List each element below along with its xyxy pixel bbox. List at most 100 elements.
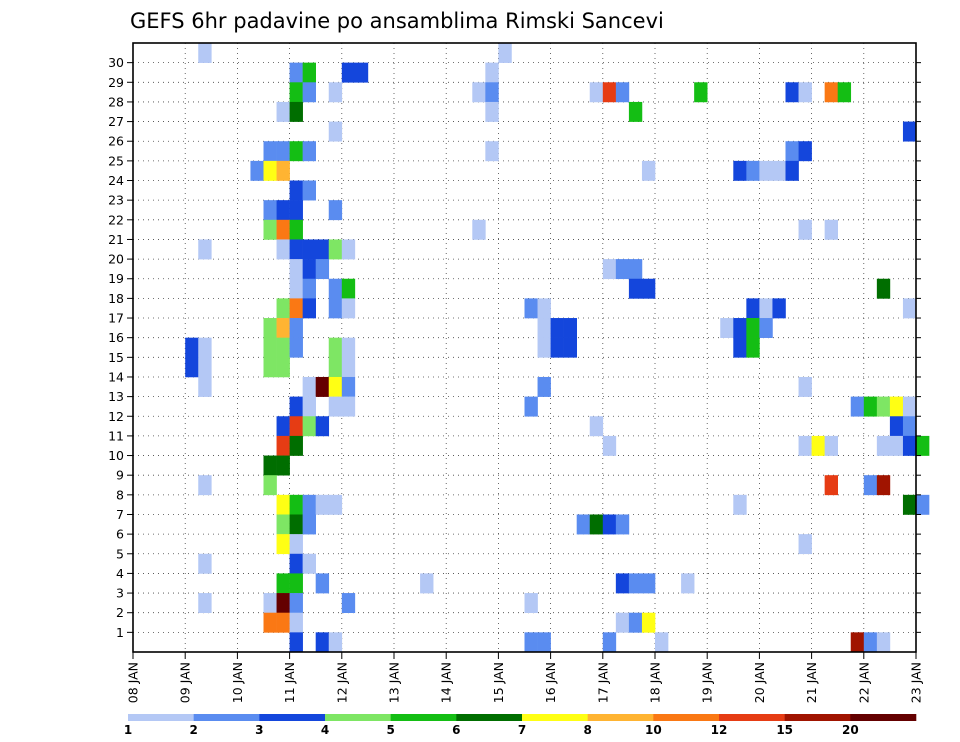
precip-cell bbox=[863, 475, 878, 496]
precip-cell bbox=[341, 62, 356, 83]
precip-cell bbox=[733, 494, 747, 515]
precip-cell bbox=[811, 435, 825, 456]
precip-cell bbox=[302, 553, 316, 574]
x-tick-label: 15 JAN bbox=[491, 662, 506, 703]
precip-cell bbox=[341, 357, 356, 378]
precip-cell bbox=[328, 200, 343, 221]
precip-cell bbox=[720, 318, 734, 338]
x-tick-label: 21 JAN bbox=[804, 662, 819, 703]
x-tick-label: 11 JAN bbox=[282, 662, 297, 703]
x-axis: 08 JAN 09 JAN 10 JAN 11 JAN 12 JAN 13 JAN 14 J… bbox=[126, 652, 924, 703]
precip-cell bbox=[328, 278, 343, 299]
precip-cell bbox=[655, 632, 669, 653]
y-tick-label: 16 bbox=[108, 330, 124, 345]
colorbar-label: 1 bbox=[124, 723, 132, 737]
precip-cell bbox=[837, 82, 852, 103]
precip-cell bbox=[641, 573, 656, 594]
precip-cell bbox=[550, 337, 564, 358]
precip-cell bbox=[889, 396, 904, 417]
precip-cell bbox=[485, 62, 499, 83]
y-tick-label: 24 bbox=[108, 173, 124, 188]
precip-cell bbox=[537, 298, 551, 319]
x-tick-label: 10 JAN bbox=[230, 662, 245, 703]
precip-cell bbox=[681, 573, 695, 594]
precip-cell bbox=[263, 612, 277, 633]
precip-cell bbox=[746, 318, 760, 338]
precip-cell bbox=[485, 141, 499, 162]
precip-cell bbox=[889, 416, 904, 437]
precip-cell bbox=[876, 435, 891, 456]
y-tick-label: 18 bbox=[108, 291, 124, 306]
x-tick-label: 19 JAN bbox=[700, 662, 715, 703]
precip-cell bbox=[537, 376, 551, 397]
precip-cell bbox=[589, 416, 604, 437]
precip-cell bbox=[263, 593, 277, 614]
y-tick-label: 20 bbox=[108, 252, 124, 267]
precip-cell bbox=[302, 376, 316, 397]
precip-cell bbox=[733, 160, 747, 181]
colorbar: 1 2 3 4 5 6 7 8 10 12 15 20 bbox=[124, 714, 917, 737]
colorbar-segment bbox=[325, 714, 391, 721]
precip-cell bbox=[289, 82, 303, 103]
precip-cell bbox=[289, 612, 303, 633]
precip-cell bbox=[263, 160, 277, 181]
precip-cell bbox=[289, 219, 303, 240]
y-tick-label: 7 bbox=[116, 507, 124, 522]
precip-cell bbox=[876, 278, 891, 299]
precip-cell bbox=[276, 514, 290, 535]
precip-cell bbox=[746, 160, 760, 181]
precip-cell bbox=[289, 318, 303, 338]
precip-cell bbox=[315, 632, 330, 653]
precip-cell bbox=[289, 396, 303, 417]
precip-cell bbox=[289, 534, 303, 555]
precip-cell bbox=[302, 180, 316, 201]
precip-cell bbox=[824, 82, 838, 103]
precip-cell bbox=[289, 200, 303, 221]
colorbar-segment bbox=[850, 714, 917, 721]
precip-cell bbox=[263, 337, 277, 358]
y-axis: 1234567891011121314151617181920212223242… bbox=[108, 55, 921, 640]
precip-cell bbox=[824, 219, 838, 240]
precip-cell bbox=[302, 239, 316, 260]
precip-cell bbox=[524, 593, 538, 614]
plot-frame bbox=[132, 42, 917, 653]
colorbar-segment bbox=[653, 714, 720, 721]
colorbar-segment bbox=[390, 714, 457, 721]
precip-cell bbox=[276, 416, 290, 437]
precip-cell bbox=[302, 494, 316, 515]
precip-cell bbox=[276, 219, 290, 240]
precip-cell bbox=[902, 435, 917, 456]
precip-cell bbox=[289, 62, 303, 83]
precip-cell bbox=[628, 278, 643, 299]
precip-cell bbox=[276, 357, 290, 378]
precip-cell bbox=[198, 475, 212, 496]
colorbar-segment bbox=[719, 714, 785, 721]
y-tick-label: 5 bbox=[116, 546, 124, 561]
y-tick-label: 11 bbox=[108, 428, 124, 443]
precip-cell bbox=[289, 278, 303, 299]
grid-lines bbox=[133, 43, 916, 652]
precip-cell bbox=[916, 494, 930, 515]
x-tick-label: 08 JAN bbox=[126, 662, 141, 703]
y-tick-label: 12 bbox=[108, 409, 124, 424]
precip-cell bbox=[902, 416, 917, 437]
precip-cell bbox=[615, 259, 630, 280]
precip-cell bbox=[315, 239, 330, 260]
y-tick-label: 3 bbox=[116, 586, 124, 601]
precip-cell bbox=[746, 298, 760, 319]
precip-cell bbox=[302, 278, 316, 299]
precip-cell bbox=[302, 416, 316, 437]
precip-cell bbox=[798, 534, 812, 555]
precip-cell bbox=[563, 337, 577, 358]
precip-cell bbox=[798, 219, 812, 240]
precip-cell bbox=[289, 632, 303, 653]
precip-cell bbox=[276, 298, 290, 319]
y-tick-label: 29 bbox=[108, 75, 124, 90]
precip-cell bbox=[328, 82, 343, 103]
precip-cell bbox=[315, 573, 330, 594]
precip-cell bbox=[537, 318, 551, 338]
precip-cell bbox=[328, 396, 343, 417]
precip-cell bbox=[602, 82, 617, 103]
precip-cell bbox=[289, 416, 303, 437]
